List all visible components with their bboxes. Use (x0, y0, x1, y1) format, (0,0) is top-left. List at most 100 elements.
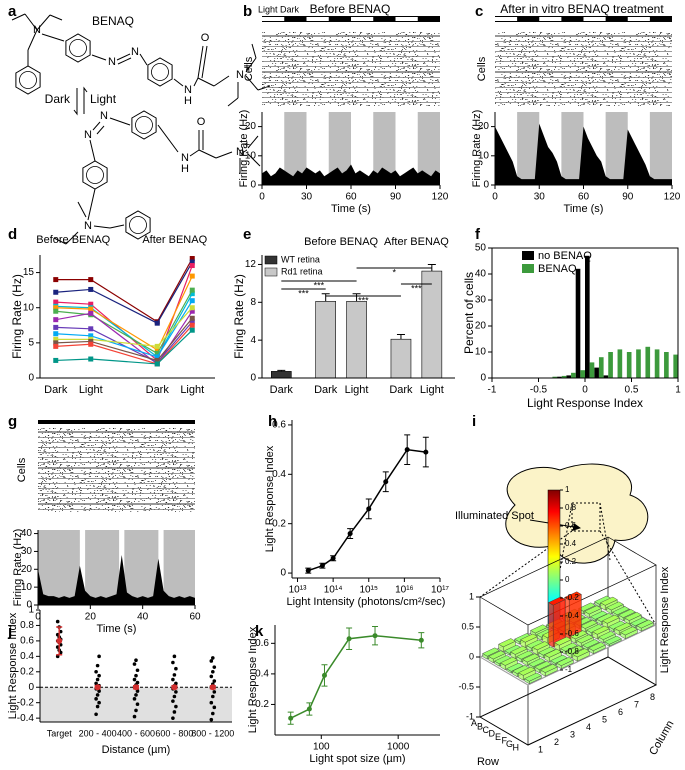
legend-label: no BENAQ (538, 250, 592, 262)
point (132, 714, 137, 719)
bond (49, 14, 63, 21)
point (135, 702, 140, 707)
y-tick-label: 30 (475, 295, 487, 306)
point (88, 326, 94, 332)
bond (201, 45, 208, 79)
y-tick-label: 10 (23, 302, 35, 313)
x-axis-label: Light Response Index (527, 396, 643, 410)
y-tick-label: 40 (475, 269, 487, 280)
y-tick-label: 0.6 (20, 636, 34, 647)
y-axis-label: Firing Rate (Hz) (12, 529, 24, 607)
series-line (290, 634, 422, 719)
stimulus-light (395, 17, 418, 21)
bar-face (578, 602, 596, 612)
colorbar-tick-label: 0.4 (565, 539, 577, 548)
x-tick-label: Light (345, 384, 369, 396)
error-bar (277, 369, 286, 372)
ring-bond (19, 71, 37, 89)
bar (518, 666, 536, 681)
chart-title: Before BENAQ (310, 2, 391, 16)
bar (604, 635, 622, 647)
column-label: 4 (586, 722, 591, 732)
light-period (38, 530, 80, 605)
firing-rate (38, 555, 195, 605)
z-tick-label: 0 (469, 651, 474, 661)
point (53, 324, 59, 330)
bar-face (620, 626, 638, 636)
x-tick-label: 1000 (387, 742, 410, 753)
column-label: 7 (634, 700, 639, 710)
colorbar-tick-label: -0.8 (565, 647, 579, 656)
point (95, 693, 100, 697)
point (134, 673, 138, 678)
mean (171, 684, 178, 691)
box-top (479, 536, 657, 626)
bar-face (554, 636, 572, 646)
significance-label: *** (298, 288, 309, 298)
bar-face (602, 614, 620, 624)
point (212, 705, 217, 710)
point (171, 716, 175, 720)
bond (247, 153, 261, 167)
stimulus-light (627, 17, 650, 21)
bond (93, 225, 111, 229)
atom: H (181, 163, 189, 175)
series-line (55, 258, 193, 323)
significance-label: * (392, 267, 396, 277)
y-tick-label: 0.4 (20, 651, 34, 662)
atom: N (236, 146, 244, 158)
bar-face (518, 666, 536, 676)
light-period (328, 112, 351, 185)
x-tick-label: 120 (432, 192, 449, 203)
bar (620, 626, 638, 640)
y-tick-label: 0.4 (255, 669, 269, 680)
bond (11, 13, 26, 21)
bar-face (516, 650, 534, 660)
atom: N (33, 24, 41, 36)
colorbar-tick-label: 0.6 (565, 521, 577, 530)
bar-face (540, 663, 558, 673)
point (189, 327, 195, 333)
colorbar-tick-label: -1 (565, 665, 573, 674)
z-tick-label: 1 (469, 591, 474, 601)
legend-swatch (264, 255, 278, 265)
x-tick-label: 60 (345, 192, 357, 203)
row-label: H (513, 743, 520, 753)
point (88, 310, 94, 316)
x-tick-label: 0 (492, 192, 498, 203)
point (211, 656, 215, 660)
bar (524, 672, 542, 685)
bar (592, 625, 610, 640)
panel-letter: c (475, 3, 483, 20)
panel-letter: d (8, 226, 17, 243)
row-label: E (495, 732, 501, 742)
point (171, 660, 175, 665)
point (211, 694, 215, 699)
mean (94, 684, 101, 691)
bond (27, 29, 38, 51)
y-axis-label: Light Response Index (264, 445, 276, 552)
point (97, 673, 101, 678)
point (366, 506, 372, 512)
point (189, 315, 195, 321)
panel-letter: g (8, 413, 17, 430)
panel-letter: e (243, 226, 251, 243)
x-tick-label: Light (79, 384, 103, 396)
bar-face (498, 638, 516, 648)
point (347, 531, 353, 537)
error-bar (321, 293, 330, 302)
x-axis-label: Light Intensity (photons/cm²/sec) (287, 596, 446, 608)
point (330, 555, 336, 561)
light-period (163, 530, 195, 605)
atom: N (181, 152, 189, 164)
y-axis-label: Percent of cells (462, 272, 476, 354)
bond (92, 121, 101, 131)
x-tick-label: 0 (582, 385, 588, 396)
point (212, 679, 217, 683)
bar-face (500, 656, 518, 666)
legend-swatch (264, 267, 278, 277)
point (97, 654, 101, 659)
atom: N (131, 46, 139, 58)
y-tick-label: 0.8 (20, 620, 34, 631)
point (97, 700, 101, 705)
